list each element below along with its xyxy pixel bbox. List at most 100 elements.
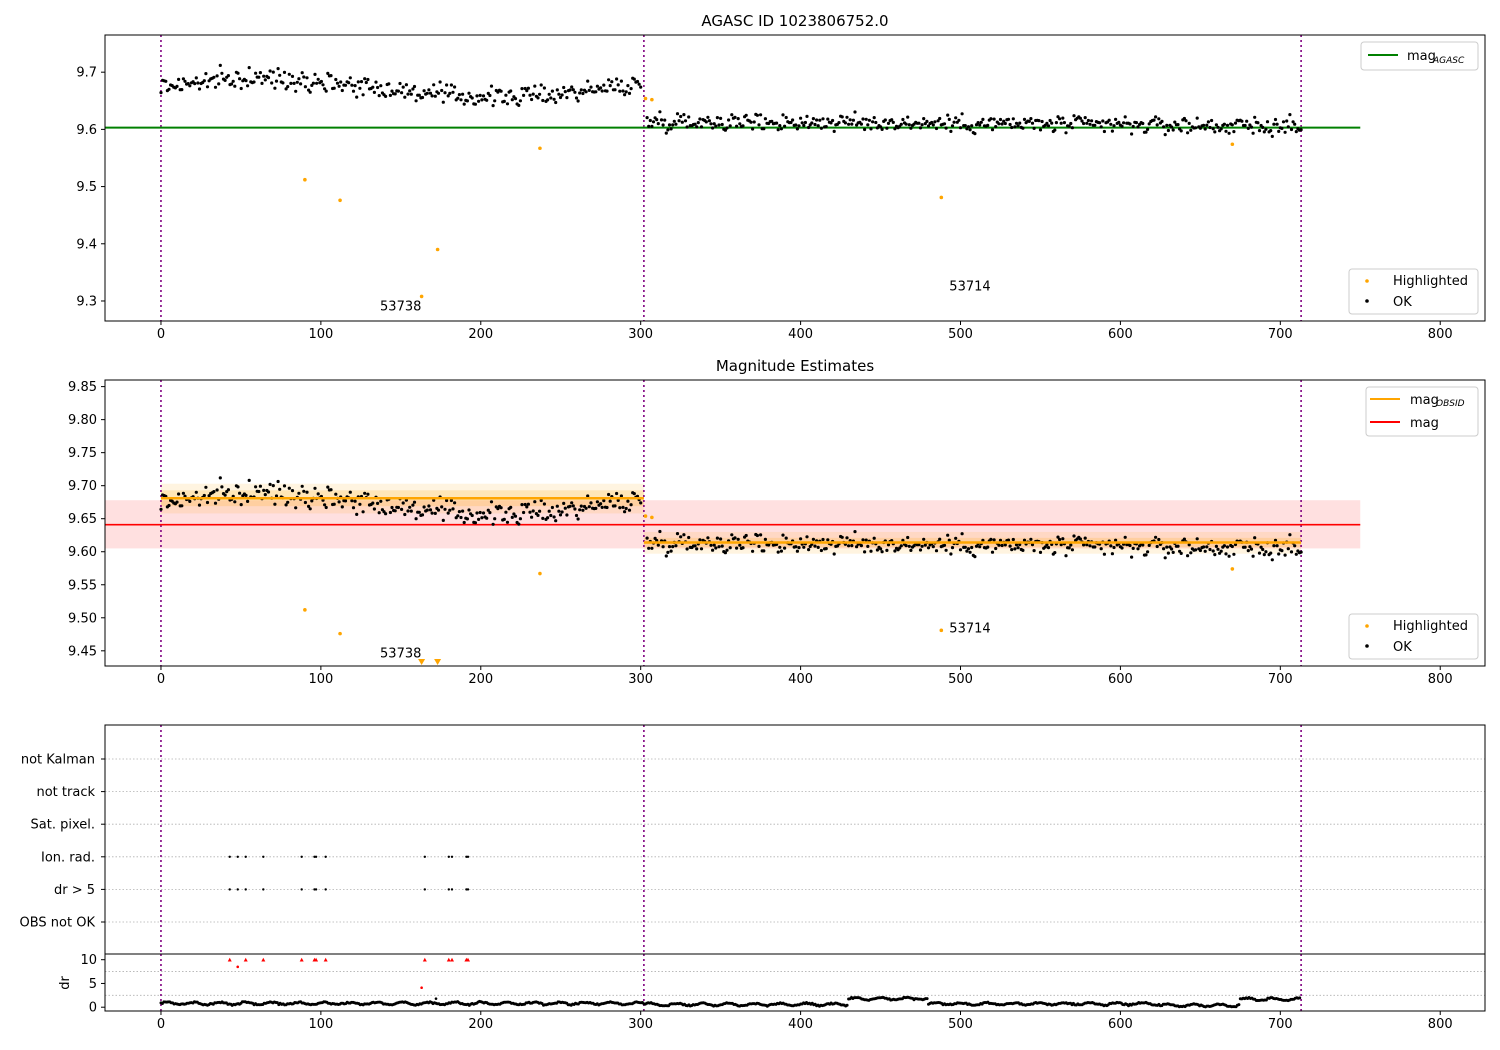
ok-point bbox=[560, 510, 564, 514]
ok-point bbox=[594, 506, 598, 510]
ok-point bbox=[666, 550, 670, 555]
dr-outlier-point bbox=[420, 986, 423, 990]
ok-point bbox=[513, 514, 518, 518]
ok-point bbox=[1011, 537, 1015, 542]
ok-point bbox=[420, 95, 425, 100]
ok-point bbox=[863, 550, 867, 554]
ok-point bbox=[664, 554, 668, 558]
ok-point bbox=[348, 490, 352, 494]
ok-point bbox=[167, 503, 171, 508]
ok-point bbox=[562, 85, 566, 90]
ok-point bbox=[489, 84, 494, 88]
flag-category-label: Sat. pixel. bbox=[31, 818, 95, 833]
ok-point bbox=[679, 535, 683, 539]
highlighted-point bbox=[643, 96, 648, 101]
ok-point bbox=[1194, 126, 1198, 130]
ok-point bbox=[1144, 553, 1148, 557]
ok-point bbox=[1082, 543, 1086, 547]
ok-point bbox=[599, 502, 603, 506]
ok-point bbox=[674, 544, 678, 548]
ok-point bbox=[528, 510, 532, 514]
ok-point bbox=[305, 490, 309, 494]
ok-point bbox=[717, 545, 721, 549]
ok-point bbox=[923, 122, 927, 126]
ok-point bbox=[627, 91, 632, 95]
ok-point bbox=[1032, 549, 1036, 553]
ok-point bbox=[1194, 548, 1198, 552]
ok-point bbox=[266, 490, 271, 494]
ok-point bbox=[847, 544, 851, 548]
ok-point bbox=[271, 484, 275, 488]
ok-point bbox=[632, 77, 636, 81]
ok-point bbox=[807, 548, 811, 552]
ok-point bbox=[257, 75, 261, 79]
ok-point bbox=[247, 478, 251, 482]
ok-point bbox=[749, 120, 753, 124]
legend-ok-label: OK bbox=[1393, 295, 1412, 310]
dr-panel-frame bbox=[104, 953, 1486, 1012]
ok-point bbox=[998, 117, 1003, 122]
ok-point bbox=[1162, 547, 1166, 551]
ok-point bbox=[736, 537, 740, 541]
ok-point bbox=[531, 92, 535, 96]
ok-point bbox=[371, 85, 375, 89]
ok-point bbox=[1136, 547, 1140, 551]
ok-point bbox=[353, 84, 357, 88]
ok-point bbox=[715, 116, 720, 120]
highlighted-point bbox=[303, 608, 307, 612]
ok-point bbox=[950, 546, 955, 550]
y-tick-label: 10 bbox=[80, 953, 97, 968]
ok-point bbox=[470, 96, 474, 100]
ok-point bbox=[517, 103, 521, 107]
ok-point bbox=[204, 485, 208, 489]
ok-point bbox=[1013, 125, 1017, 129]
x-tick-label: 300 bbox=[628, 672, 653, 687]
ok-point bbox=[180, 88, 184, 92]
ok-point bbox=[1213, 553, 1217, 557]
ok-point bbox=[658, 529, 662, 534]
ok-point bbox=[310, 83, 314, 87]
ok-point bbox=[683, 119, 688, 123]
ok-point bbox=[1006, 117, 1011, 121]
ok-point bbox=[254, 71, 258, 75]
ok-point bbox=[406, 92, 410, 96]
ok-point bbox=[520, 503, 524, 507]
ok-point bbox=[412, 84, 417, 89]
ok-point bbox=[257, 489, 261, 494]
ok-point bbox=[239, 503, 243, 507]
ok-point bbox=[377, 511, 381, 515]
ok-point bbox=[1058, 537, 1062, 542]
ok-point bbox=[626, 499, 630, 503]
ok-point bbox=[247, 66, 251, 70]
ok-point bbox=[797, 546, 801, 550]
ok-point bbox=[587, 505, 591, 509]
ok-point bbox=[693, 544, 697, 548]
ok-point bbox=[1227, 554, 1231, 558]
ok-point bbox=[938, 116, 942, 121]
ok-point bbox=[1000, 122, 1004, 126]
ok-point bbox=[404, 83, 408, 87]
ok-point bbox=[350, 499, 354, 503]
ok-point bbox=[1040, 119, 1044, 124]
ok-point bbox=[470, 513, 474, 518]
ok-point bbox=[963, 124, 967, 128]
ok-point bbox=[687, 535, 691, 540]
ok-point bbox=[1130, 132, 1134, 136]
ok-point bbox=[518, 99, 523, 103]
ok-point bbox=[351, 506, 356, 510]
ok-point bbox=[843, 121, 848, 125]
ok-point bbox=[480, 98, 484, 102]
ok-point bbox=[947, 117, 951, 121]
ok-point bbox=[1291, 120, 1295, 124]
ok-point bbox=[1187, 121, 1191, 125]
ok-point bbox=[973, 555, 977, 559]
ok-point bbox=[1069, 121, 1073, 126]
ok-point bbox=[188, 499, 192, 503]
ok-point bbox=[406, 509, 410, 513]
ok-point bbox=[920, 544, 924, 548]
ok-point bbox=[518, 517, 523, 521]
ok-point bbox=[1120, 546, 1124, 550]
ok-point bbox=[1281, 120, 1286, 124]
ok-point bbox=[1211, 127, 1215, 131]
ok-point bbox=[194, 76, 198, 80]
